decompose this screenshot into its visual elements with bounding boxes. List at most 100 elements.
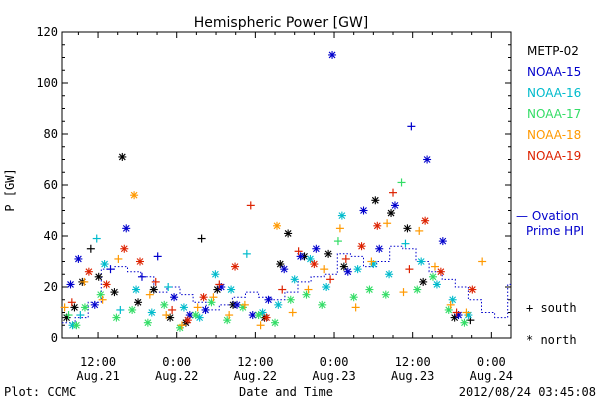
south-marker	[446, 300, 455, 309]
marker-stroke	[134, 298, 142, 306]
south-marker	[452, 308, 461, 317]
marker-stroke	[113, 314, 120, 321]
marker-stroke	[71, 304, 78, 311]
north-marker	[102, 280, 111, 289]
north-marker	[72, 321, 81, 330]
x-tick-time: 12:00	[395, 355, 431, 369]
marker-stroke	[97, 291, 105, 299]
north-marker	[306, 254, 315, 263]
marker-stroke	[184, 316, 192, 324]
marker-stroke	[322, 283, 330, 291]
north-marker	[128, 305, 137, 314]
marker-stroke	[419, 278, 427, 286]
north-marker	[375, 244, 384, 253]
legend-series-name: NOAA-17	[527, 107, 581, 121]
x-axis-label: Date and Time	[239, 385, 333, 399]
marker-stroke	[307, 255, 314, 263]
marker-stroke	[111, 288, 118, 296]
north-marker	[199, 293, 208, 302]
marker-stroke	[74, 255, 82, 263]
south-marker	[98, 295, 107, 304]
south-marker	[240, 300, 249, 309]
north-marker	[179, 303, 188, 312]
south-marker	[86, 244, 95, 253]
marker-stroke	[439, 237, 447, 245]
legend-south: + south	[526, 301, 577, 315]
marker-stroke	[148, 309, 156, 316]
south-marker	[80, 277, 89, 286]
north-marker	[223, 316, 232, 325]
x-tick-date: Aug.21	[76, 369, 119, 383]
south-marker	[351, 303, 360, 312]
north-marker	[134, 298, 143, 307]
x-axis: 12:00Aug.210:00Aug.2212:00Aug.220:00Aug.…	[76, 32, 513, 383]
north-marker	[365, 285, 374, 294]
north-marker	[310, 260, 319, 269]
south-marker	[294, 247, 303, 256]
marker-stroke	[170, 293, 178, 301]
south-marker	[478, 257, 487, 266]
south-marker	[304, 285, 313, 294]
north-marker	[132, 285, 141, 294]
marker-stroke	[73, 321, 80, 329]
north-marker	[118, 152, 127, 161]
ovation-hpi-series	[62, 245, 511, 324]
marker-stroke	[360, 207, 367, 214]
north-marker	[201, 305, 210, 314]
marker-stroke	[350, 293, 358, 301]
north-marker	[413, 285, 422, 294]
x-tick-date: Aug.22	[155, 369, 198, 383]
south-marker	[389, 188, 398, 197]
north-marker	[286, 295, 295, 304]
south-marker	[401, 239, 410, 248]
marker-stroke	[118, 153, 126, 161]
north-marker	[120, 244, 129, 253]
north-marker	[444, 305, 453, 314]
south-marker	[151, 277, 160, 286]
north-marker	[211, 270, 220, 279]
marker-stroke	[340, 263, 348, 270]
south-marker	[168, 305, 177, 314]
north-marker	[130, 191, 139, 200]
legend-series-name: METP-02	[527, 44, 579, 58]
marker-stroke	[144, 319, 152, 327]
north-marker	[322, 283, 331, 291]
y-tick-label: 120	[36, 25, 58, 39]
south-marker	[76, 311, 85, 320]
north-marker	[122, 224, 131, 233]
south-marker	[278, 285, 287, 294]
x-tick-date: Aug.24	[470, 369, 513, 383]
south-marker	[333, 237, 342, 246]
south-marker	[215, 280, 224, 289]
marker-stroke	[263, 314, 270, 321]
marker-stroke	[291, 275, 299, 283]
north-marker	[438, 237, 447, 246]
marker-stroke	[160, 301, 168, 309]
x-tick-time: 0:00	[320, 355, 349, 369]
x-tick-time: 0:00	[162, 355, 191, 369]
data-points	[60, 50, 487, 332]
north-marker	[343, 267, 352, 276]
north-marker	[66, 280, 75, 289]
legend-north: * north	[526, 333, 577, 347]
south-marker	[341, 254, 350, 263]
south-marker	[60, 303, 69, 312]
marker-stroke	[95, 273, 103, 281]
south-marker	[383, 219, 392, 228]
marker-stroke	[192, 311, 200, 319]
marker-stroke	[81, 304, 89, 311]
north-marker	[421, 216, 430, 225]
marker-stroke	[423, 156, 431, 163]
marker-stroke	[417, 258, 425, 265]
marker-stroke	[233, 301, 241, 309]
north-marker	[312, 244, 321, 253]
north-marker	[296, 252, 305, 261]
north-marker	[339, 262, 348, 271]
north-marker	[349, 293, 358, 302]
marker-stroke	[461, 319, 468, 327]
marker-stroke	[382, 291, 390, 299]
marker-stroke	[132, 286, 140, 293]
north-marker	[90, 300, 99, 309]
legend-series-name: NOAA-15	[527, 65, 581, 79]
south-marker	[106, 265, 115, 274]
